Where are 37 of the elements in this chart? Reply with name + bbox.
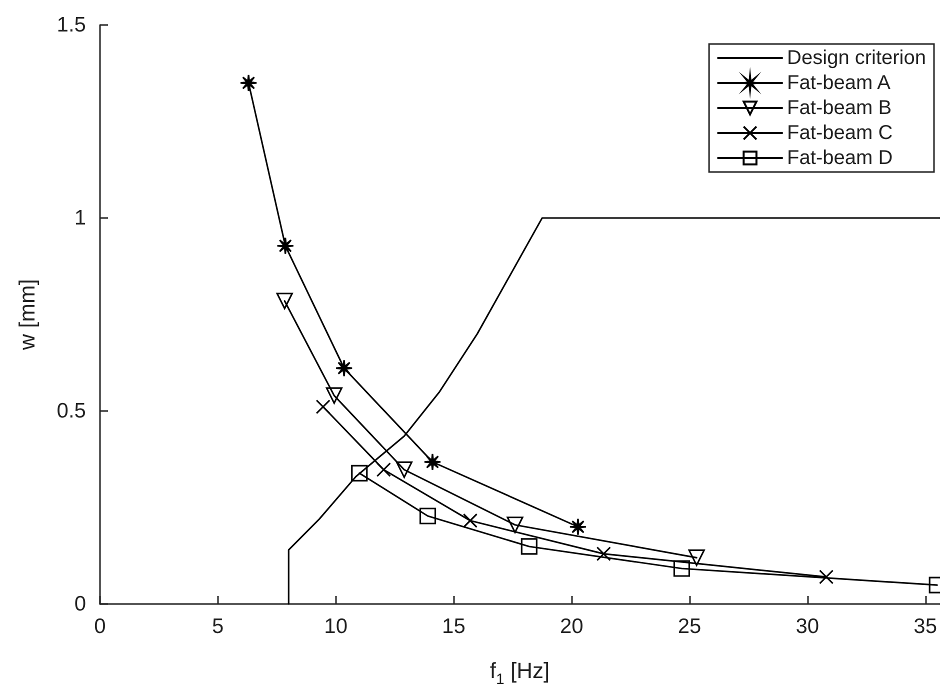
point (240, 74, 258, 92)
x-tick-label: 15 (442, 615, 466, 638)
point (506, 516, 524, 534)
legend-label: Fat-beam D (787, 147, 893, 169)
point (462, 513, 478, 528)
x-tick-label: 10 (324, 615, 348, 638)
legend-label: Design criterion (787, 47, 926, 69)
point (424, 453, 442, 471)
y-tick-label: 0 (74, 592, 86, 616)
point (596, 546, 611, 562)
point (351, 464, 368, 482)
point (818, 570, 834, 584)
y-tick-label: 0.5 (56, 400, 86, 422)
point (673, 560, 690, 577)
y-tick-label: 1 (74, 206, 86, 230)
point (276, 292, 293, 310)
point (419, 508, 436, 524)
legend-label: Fat-beam A (787, 72, 892, 94)
point (688, 549, 705, 566)
point (569, 518, 587, 536)
y-tick-label: 1.5 (56, 14, 86, 36)
point (326, 387, 342, 404)
point (335, 359, 353, 377)
point (396, 461, 412, 478)
x-tick-label: 35 (914, 615, 937, 638)
point (316, 399, 330, 414)
x-tick-label: 20 (560, 615, 584, 638)
point (520, 538, 538, 555)
legend-label: Fat-beam B (787, 97, 892, 119)
x-tick-label: 5 (212, 615, 224, 638)
x-tick-label: 30 (796, 615, 820, 638)
point (376, 462, 391, 477)
y-axis-title: w [mm] (14, 279, 40, 351)
point (276, 236, 294, 255)
x-tick-label: 0 (94, 615, 106, 638)
legend-label: Fat-beam C (787, 122, 893, 144)
x-tick-label: 25 (678, 615, 702, 638)
